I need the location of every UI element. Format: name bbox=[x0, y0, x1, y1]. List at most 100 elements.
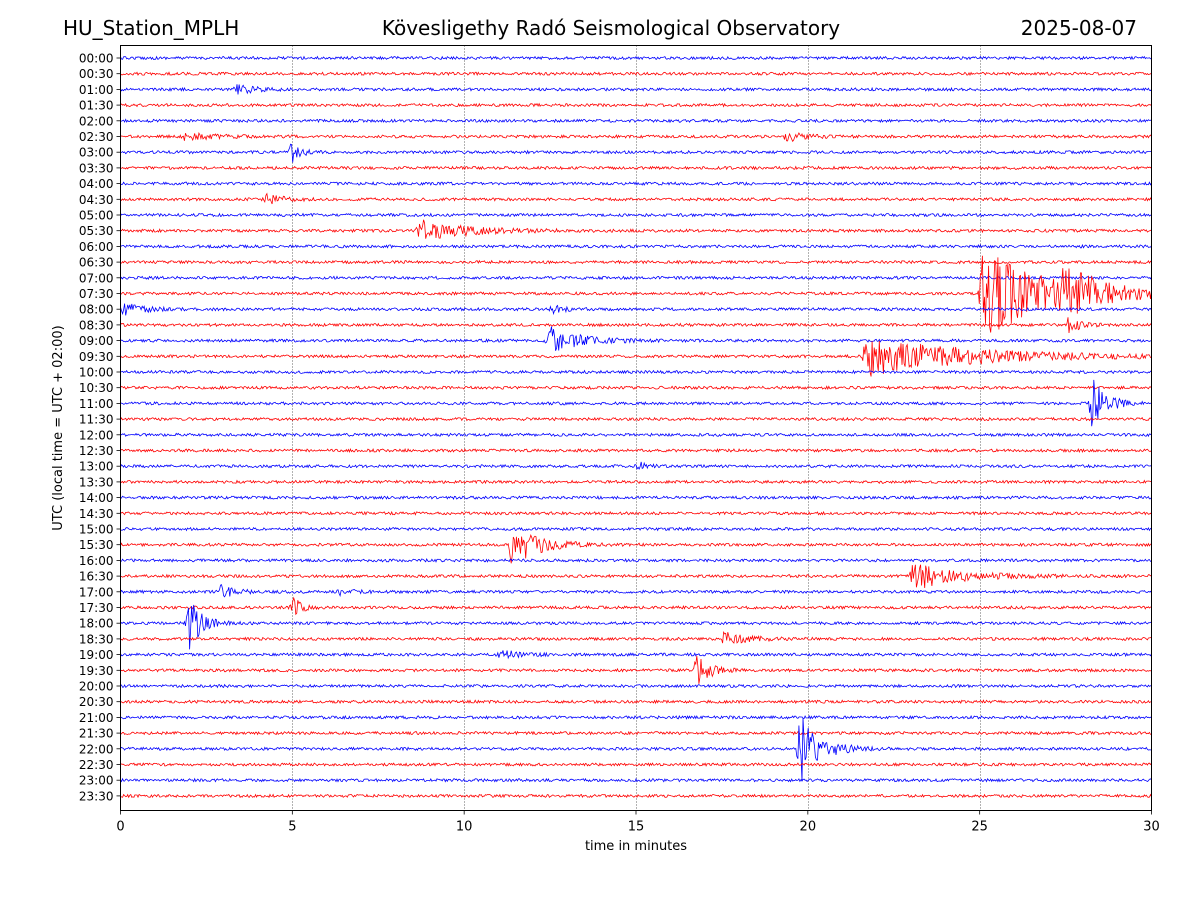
y-tick-label: 11:30 bbox=[79, 413, 114, 427]
y-tick-label: 15:00 bbox=[79, 523, 114, 537]
y-tick-label: 15:30 bbox=[79, 538, 114, 552]
seismogram-trace-2200 bbox=[120, 717, 1152, 782]
station-name: HU_Station_MPLH bbox=[63, 16, 240, 40]
y-tick-label: 04:30 bbox=[79, 193, 114, 207]
seismogram-trace-0600 bbox=[120, 243, 1152, 249]
x-tick-label: 5 bbox=[288, 820, 296, 835]
seismogram-trace-1430 bbox=[120, 510, 1152, 516]
seismogram-trace-2000 bbox=[120, 683, 1152, 689]
y-tick-label: 17:00 bbox=[79, 585, 114, 599]
y-tick-label: 21:30 bbox=[79, 727, 114, 741]
seismogram-trace-1230 bbox=[120, 447, 1152, 454]
y-tick-label: 08:30 bbox=[79, 318, 114, 332]
seismogram-trace-2300 bbox=[120, 777, 1152, 783]
seismogram-trace-2100 bbox=[120, 714, 1152, 720]
seismogram-trace-0930 bbox=[120, 340, 1152, 377]
y-tick-label: 01:00 bbox=[79, 83, 114, 97]
seismogram-trace-0330 bbox=[120, 165, 1152, 171]
y-tick-label: 11:00 bbox=[79, 397, 114, 411]
y-axis-label: UTC (local time = UTC + 02:00) bbox=[51, 325, 66, 530]
chart-date: 2025-08-07 bbox=[1020, 16, 1137, 40]
seismogram-trace-1130 bbox=[120, 416, 1152, 422]
y-tick-label: 23:00 bbox=[79, 774, 114, 788]
y-tick-label: 10:00 bbox=[79, 366, 114, 380]
seismogram-trace-1500 bbox=[120, 526, 1152, 532]
y-tick-label: 06:00 bbox=[79, 240, 114, 254]
y-tick-label: 06:30 bbox=[79, 256, 114, 270]
seismogram-trace-0700 bbox=[120, 275, 1152, 281]
y-tick-label: 12:00 bbox=[79, 428, 114, 442]
y-tick-label: 00:30 bbox=[79, 67, 114, 81]
y-tick-label: 18:30 bbox=[79, 632, 114, 646]
x-axis-label: time in minutes bbox=[585, 839, 687, 854]
seismogram-trace-0030 bbox=[120, 71, 1152, 77]
seismogram-trace-0500 bbox=[120, 212, 1152, 218]
y-tick-label: 19:30 bbox=[79, 664, 114, 678]
y-tick-label: 19:00 bbox=[79, 648, 114, 662]
y-tick-label: 23:30 bbox=[79, 789, 114, 803]
seismogram-trace-0300 bbox=[120, 143, 1152, 163]
seismogram-trace-2130 bbox=[120, 730, 1152, 736]
y-tick-label: 20:00 bbox=[79, 680, 114, 694]
seismogram-trace-1700 bbox=[120, 584, 1152, 598]
seismogram-trace-1000 bbox=[120, 369, 1152, 375]
x-tick-label: 0 bbox=[116, 820, 124, 835]
y-tick-label: 20:30 bbox=[79, 695, 114, 709]
seismogram-trace-0230 bbox=[120, 131, 1152, 143]
y-tick-label: 13:00 bbox=[79, 460, 114, 474]
x-tick-label: 25 bbox=[971, 820, 988, 835]
y-tick-label: 04:00 bbox=[79, 177, 114, 191]
seismogram-trace-0800 bbox=[120, 303, 1152, 316]
seismogram-trace-0830 bbox=[120, 317, 1152, 334]
seismogram-trace-0730 bbox=[120, 255, 1152, 333]
y-tick-label: 14:30 bbox=[79, 507, 114, 521]
seismogram-trace-1800 bbox=[120, 604, 1152, 650]
seismogram-trace-2330 bbox=[120, 793, 1152, 799]
seismogram-trace-1100 bbox=[120, 379, 1152, 427]
y-tick-label: 14:00 bbox=[79, 491, 114, 505]
y-tick-label: 10:30 bbox=[79, 381, 114, 395]
y-tick-label: 03:00 bbox=[79, 146, 114, 160]
y-tick-label: 05:00 bbox=[79, 209, 114, 223]
chart-title: Kövesligethy Radó Seismological Observat… bbox=[381, 16, 841, 40]
x-tick-label: 20 bbox=[800, 820, 817, 835]
y-tick-label: 02:30 bbox=[79, 130, 114, 144]
y-tick-label: 22:30 bbox=[79, 758, 114, 772]
y-tick-label: 09:30 bbox=[79, 350, 114, 364]
y-tick-label: 08:00 bbox=[79, 303, 114, 317]
y-tick-label: 05:30 bbox=[79, 224, 114, 238]
seismogram-traces bbox=[120, 55, 1152, 799]
y-tick-label: 12:30 bbox=[79, 444, 114, 458]
x-tick-label: 15 bbox=[628, 820, 645, 835]
y-tick-label: 17:30 bbox=[79, 601, 114, 615]
seismogram-trace-0530 bbox=[120, 219, 1152, 239]
seismogram-trace-0100 bbox=[120, 84, 1152, 95]
seismogram-trace-1030 bbox=[120, 385, 1152, 391]
seismogram-trace-1900 bbox=[120, 650, 1152, 660]
y-tick-label: 22:00 bbox=[79, 742, 114, 756]
y-tick-label: 07:00 bbox=[79, 271, 114, 285]
seismogram-trace-0630 bbox=[120, 259, 1152, 265]
seismogram-trace-1400 bbox=[120, 495, 1152, 501]
y-tick-label: 02:00 bbox=[79, 114, 114, 128]
seismogram-trace-1600 bbox=[120, 557, 1152, 563]
seismogram-trace-1830 bbox=[120, 631, 1152, 644]
y-tick-label: 00:00 bbox=[79, 52, 114, 66]
seismogram-trace-2030 bbox=[120, 699, 1152, 705]
y-tick-label: 07:30 bbox=[79, 287, 114, 301]
y-tick-label: 18:00 bbox=[79, 617, 114, 631]
seismogram-trace-0900 bbox=[120, 326, 1152, 351]
y-tick-label: 16:00 bbox=[79, 554, 114, 568]
y-tick-label: 01:30 bbox=[79, 99, 114, 113]
x-tick-label: 30 bbox=[1143, 820, 1160, 835]
seismogram-trace-1630 bbox=[120, 564, 1152, 589]
seismogram-trace-0130 bbox=[120, 102, 1152, 108]
seismogram-trace-0400 bbox=[120, 181, 1152, 187]
y-tick-label: 13:30 bbox=[79, 475, 114, 489]
y-tick-label: 03:30 bbox=[79, 161, 114, 175]
seismogram-trace-1200 bbox=[120, 432, 1152, 438]
y-tick-label: 09:00 bbox=[79, 334, 114, 348]
seismogram-trace-2230 bbox=[120, 762, 1152, 768]
